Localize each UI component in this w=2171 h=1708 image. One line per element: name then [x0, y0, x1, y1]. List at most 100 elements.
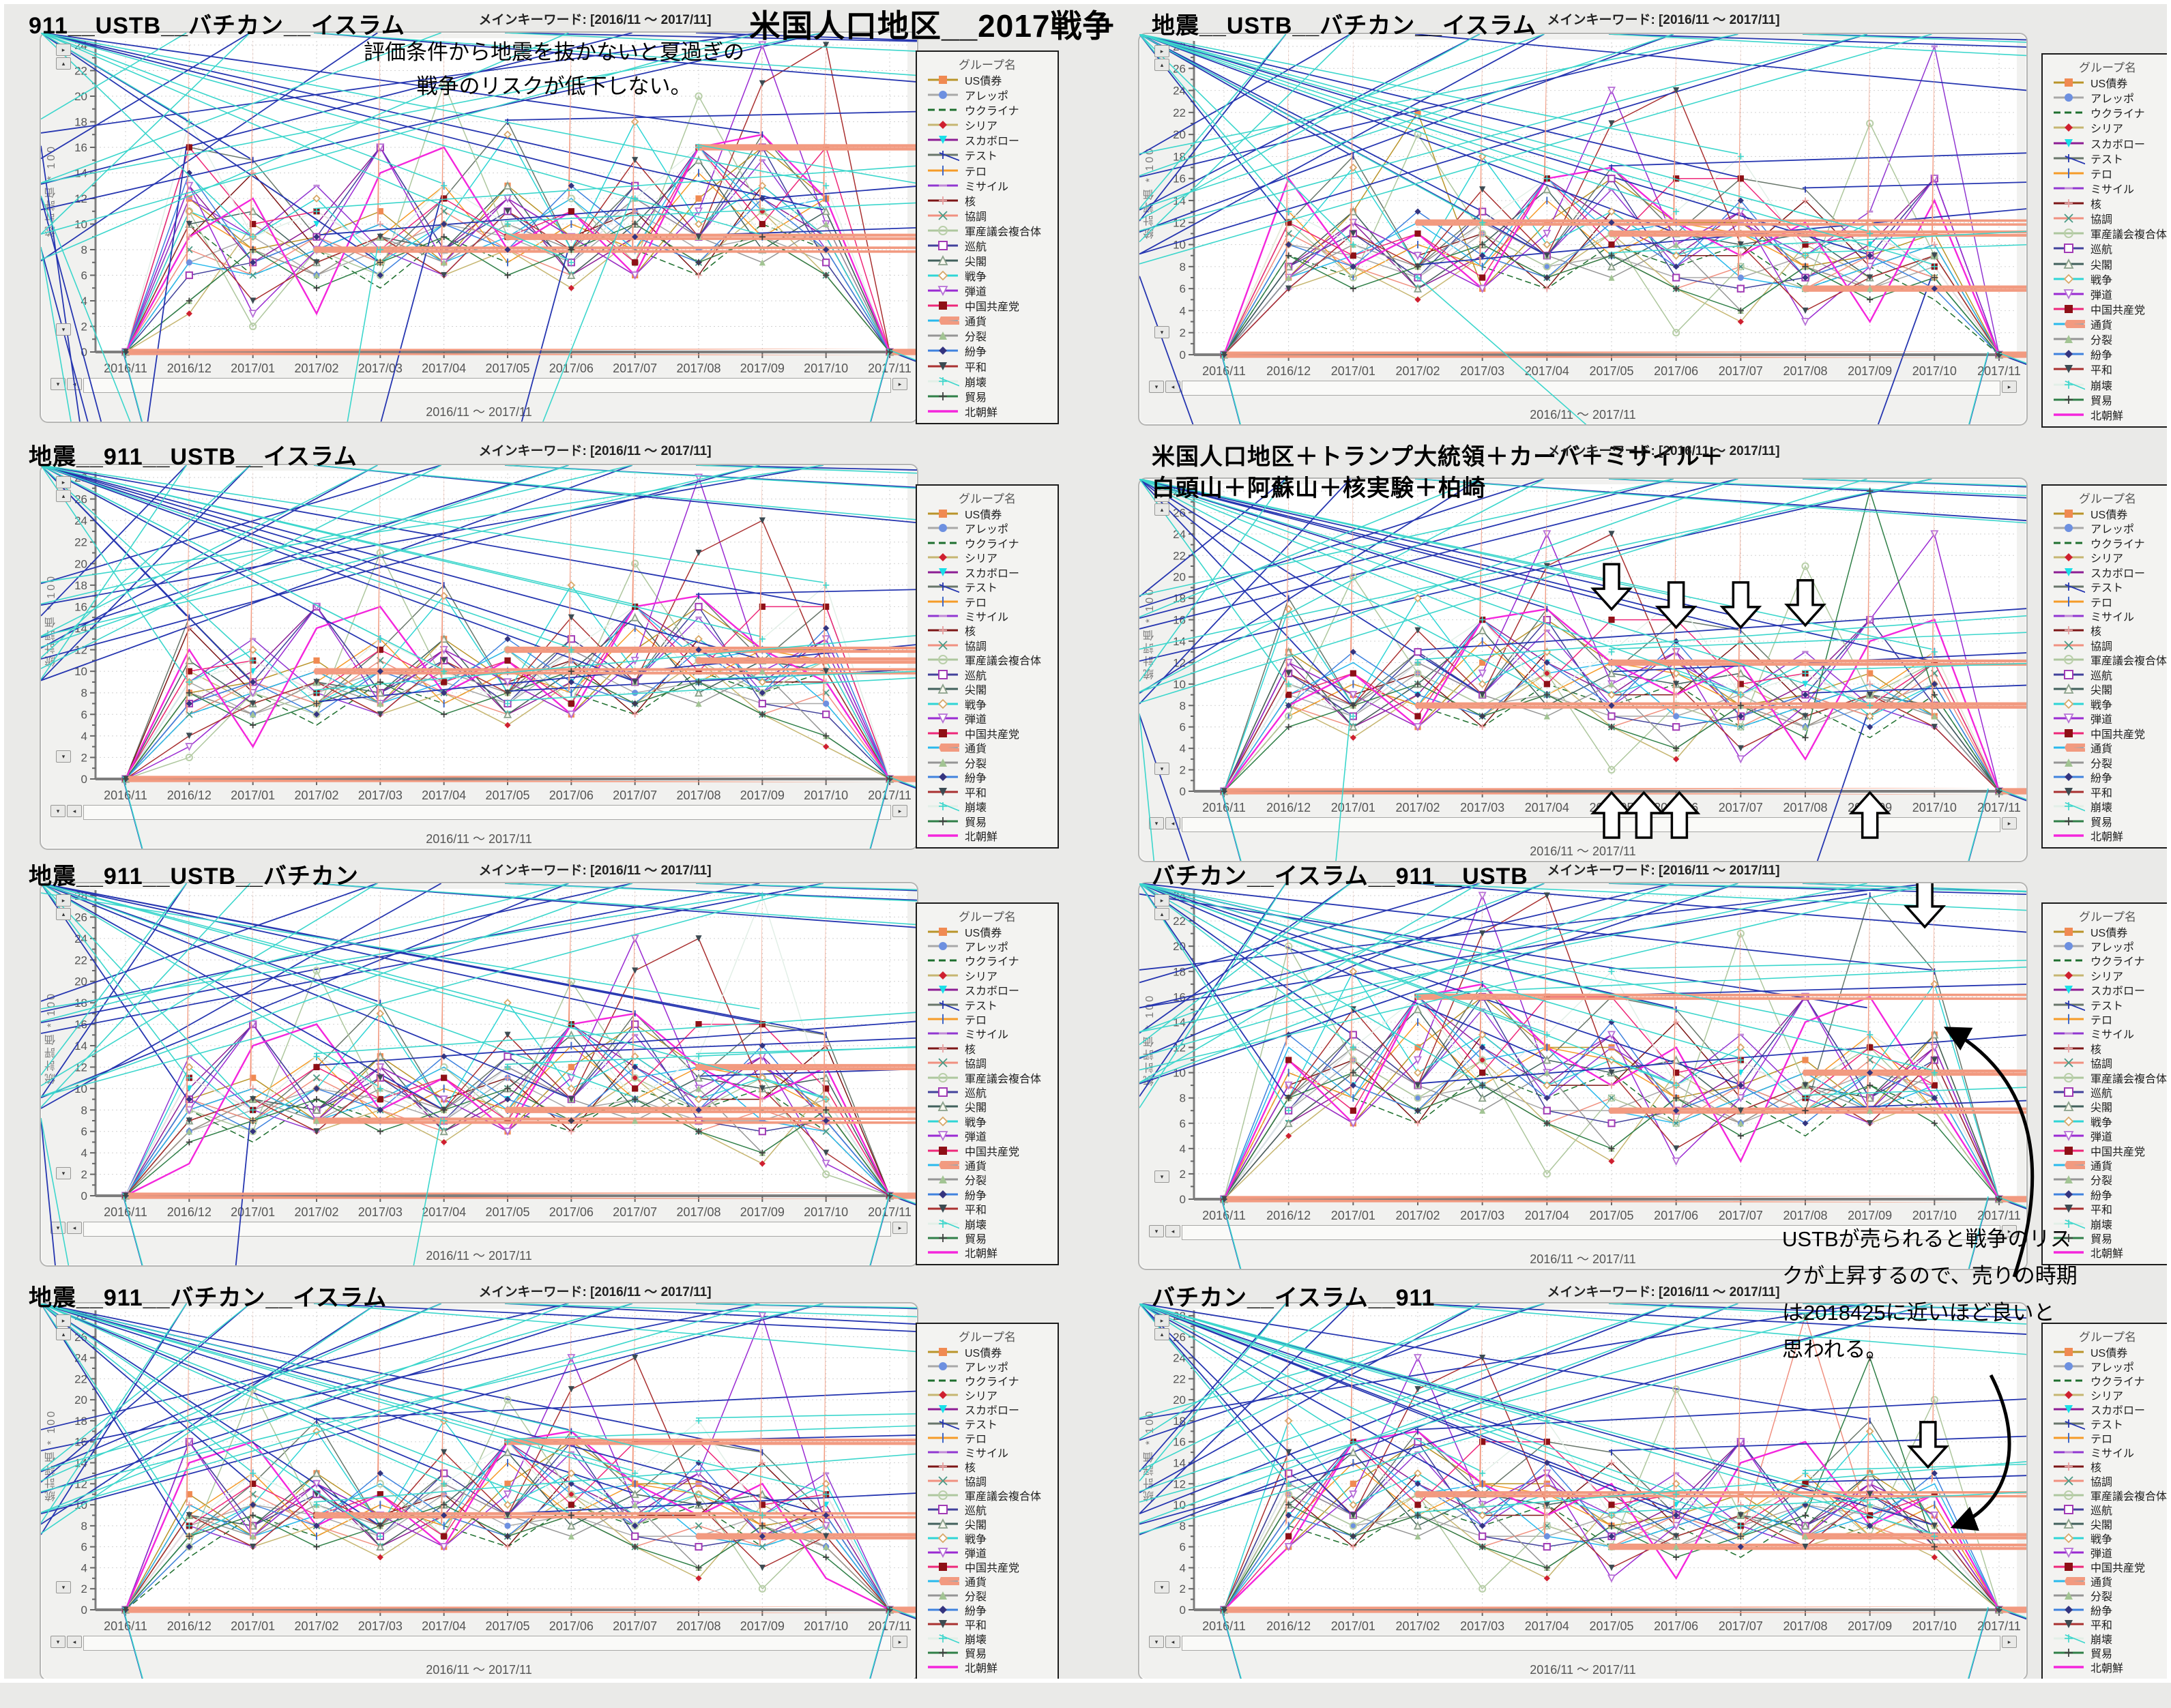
x-scroll-drop-button[interactable]: ▾	[1149, 1636, 1164, 1648]
y-scroll-down-button[interactable]: ▾	[1154, 326, 1169, 338]
y-scroll-right-button[interactable]: ▸	[1154, 1314, 1169, 1327]
legend-item-弾道: 弾道	[917, 1128, 1058, 1143]
x-scroll-right-button[interactable]: ▸	[892, 805, 907, 817]
x-scrollbar[interactable]: ▾ ◂ ▸	[50, 1222, 907, 1237]
y-scroll-down-button[interactable]: ▾	[56, 1581, 71, 1593]
x-scrollbar[interactable]: ▾ ◂ ▸	[1149, 817, 2017, 832]
x-scrollbar[interactable]: ▾ ◂ ▸	[50, 805, 907, 820]
legend-label: スカボロー	[965, 986, 1020, 998]
svg-text:10: 10	[74, 1083, 87, 1095]
x-scroll-right-button[interactable]: ▸	[2002, 381, 2017, 393]
panel-r1: 地震__USTB__バチカン__イスラム メインキーワード: [2016/11 ～…	[1131, 5, 2171, 455]
legend-swatch-icon	[2054, 1432, 2084, 1443]
x-scrollbar[interactable]: ▾ ◂ ▸	[1149, 1636, 2017, 1651]
x-scroll-right-button[interactable]: ▸	[2002, 817, 2017, 829]
y-scroll-up-button[interactable]: ▴	[56, 1328, 71, 1340]
y-scroll-right-button[interactable]: ▸	[56, 476, 71, 488]
legend-box: グループ名 US債券 アレッポ ウクライナ シリア スカボロー テスト テロ ミサイル核協調 軍産…	[2041, 1323, 2171, 1680]
legend-item-軍産議会複合体: 軍産議会複合体	[917, 653, 1058, 667]
y-scroll-right-button[interactable]: ▸	[56, 1314, 71, 1327]
legend-label: 北朝鮮	[2090, 1663, 2124, 1675]
legend-label: テスト	[965, 583, 998, 595]
legend-item-戦争: 戦争	[2043, 271, 2171, 286]
x-scrollbar-track[interactable]	[83, 1222, 891, 1237]
y-scroll-up-button[interactable]: ▴	[1154, 503, 1169, 516]
y-scroll-up-button[interactable]: ▴	[1154, 59, 1169, 71]
legend-swatch-icon	[928, 942, 958, 951]
x-scroll-drop-button[interactable]: ▾	[50, 378, 65, 390]
x-scrollbar-track[interactable]	[83, 1636, 891, 1651]
x-scroll-left-button[interactable]: ◂	[1165, 817, 1180, 829]
x-scrollbar[interactable]: ▾ ◂ ▸	[50, 1636, 907, 1651]
legend-swatch-icon	[928, 409, 958, 413]
x-scrollbar-track[interactable]	[83, 805, 891, 820]
legend-item-協調: 協調	[917, 1473, 1058, 1488]
x-scroll-drop-button[interactable]: ▾	[50, 1222, 65, 1234]
y-scroll-up-button[interactable]: ▴	[56, 57, 71, 70]
x-scrollbar[interactable]: ▾ ◂ ▸	[1149, 381, 2017, 396]
y-scroll-down-button[interactable]: ▾	[56, 750, 71, 763]
y-scroll-down-button[interactable]: ▾	[1154, 1170, 1169, 1183]
legend-swatch-icon	[2054, 304, 2084, 313]
y-scroll-down-button[interactable]: ▾	[56, 1167, 71, 1179]
x-scroll-right-button[interactable]: ▸	[892, 1222, 907, 1234]
y-scroll-down-button[interactable]: ▾	[56, 323, 71, 336]
y-scroll-up-button[interactable]: ▴	[56, 490, 71, 502]
x-scrollbar[interactable]: ▾ ◂ ▸	[1149, 1225, 2017, 1240]
legend-swatch-icon	[2054, 834, 2084, 837]
x-scroll-drop-button[interactable]: ▾	[50, 1636, 65, 1648]
svg-text:0: 0	[81, 773, 87, 786]
y-scroll-right-button[interactable]: ▸	[56, 894, 71, 907]
y-scroll-down-button[interactable]: ▾	[1154, 763, 1169, 775]
legend-swatch-icon	[2054, 93, 2084, 102]
y-scroll-right-button[interactable]: ▸	[1154, 894, 1169, 907]
y-scroll-right-button[interactable]: ▸	[56, 44, 71, 56]
legend-label: US債券	[2090, 927, 2128, 939]
y-scroll-up-button[interactable]: ▴	[56, 908, 71, 920]
svg-text:2016/11: 2016/11	[1202, 1209, 1246, 1222]
svg-text:2017/05: 2017/05	[485, 1205, 529, 1219]
y-scroll-up-button[interactable]: ▴	[1154, 908, 1169, 920]
x-scrollbar[interactable]: ▾ ◂ ▸	[50, 378, 907, 393]
svg-text:24: 24	[1173, 528, 1186, 541]
legend-swatch-icon	[928, 1591, 958, 1600]
x-scroll-right-button[interactable]: ▸	[2002, 1636, 2017, 1648]
x-scroll-left-button[interactable]: ◂	[67, 805, 82, 817]
x-scroll-right-button[interactable]: ▸	[892, 378, 907, 390]
legend-item-スカボロー: スカボロー	[2043, 983, 2171, 997]
x-scroll-left-button[interactable]: ◂	[1165, 381, 1180, 393]
y-scroll-right-button[interactable]: ▸	[1154, 45, 1169, 57]
y-scroll-down-button[interactable]: ▾	[1154, 1581, 1169, 1593]
legend-item-中国共産党: 中国共産党	[917, 298, 1058, 313]
legend-item-弾道: 弾道	[2043, 286, 2171, 301]
legend-label: 分裂	[2090, 335, 2113, 347]
legend-label: 巡航	[2090, 1088, 2113, 1100]
legend-item-ミサイル: ミサイル	[917, 1027, 1058, 1041]
x-scrollbar-track[interactable]	[1182, 817, 2000, 832]
legend-swatch-icon	[928, 1620, 958, 1629]
x-scroll-right-button[interactable]: ▸	[892, 1636, 907, 1648]
x-scrollbar-track[interactable]	[1182, 1636, 2000, 1651]
legend-swatch-icon	[2054, 380, 2085, 390]
legend-swatch-icon	[2054, 123, 2084, 132]
x-scroll-left-button[interactable]: ◂	[67, 378, 82, 390]
x-scroll-left-button[interactable]: ◂	[1165, 1225, 1180, 1237]
x-scroll-left-button[interactable]: ◂	[67, 1636, 82, 1648]
legend-swatch-icon	[928, 959, 958, 962]
x-scroll-drop-button[interactable]: ▾	[1149, 1225, 1164, 1237]
legend-box: グループ名 US債券 アレッポ ウクライナ シリア スカボロー テスト テロ ミサイル核協調 軍産…	[916, 484, 1059, 849]
x-scroll-drop-button[interactable]: ▾	[1149, 381, 1164, 393]
legend-label: 崩壊	[965, 1219, 987, 1231]
x-scrollbar-track[interactable]	[1182, 381, 2000, 396]
legend-item-ウクライナ: ウクライナ	[2043, 535, 2171, 550]
y-scroll-up-button[interactable]: ▴	[1154, 1328, 1169, 1340]
legend-label: 紛争	[965, 347, 987, 359]
legend-title: グループ名	[959, 911, 1016, 924]
x-scroll-drop-button[interactable]: ▾	[1149, 817, 1164, 829]
legend-swatch-icon	[928, 524, 958, 533]
legend-label: 弾道	[2090, 1132, 2113, 1144]
x-scroll-drop-button[interactable]: ▾	[50, 805, 65, 817]
x-scrollbar-track[interactable]	[83, 378, 891, 393]
x-scroll-left-button[interactable]: ◂	[1165, 1636, 1180, 1648]
x-scroll-left-button[interactable]: ◂	[67, 1222, 82, 1234]
